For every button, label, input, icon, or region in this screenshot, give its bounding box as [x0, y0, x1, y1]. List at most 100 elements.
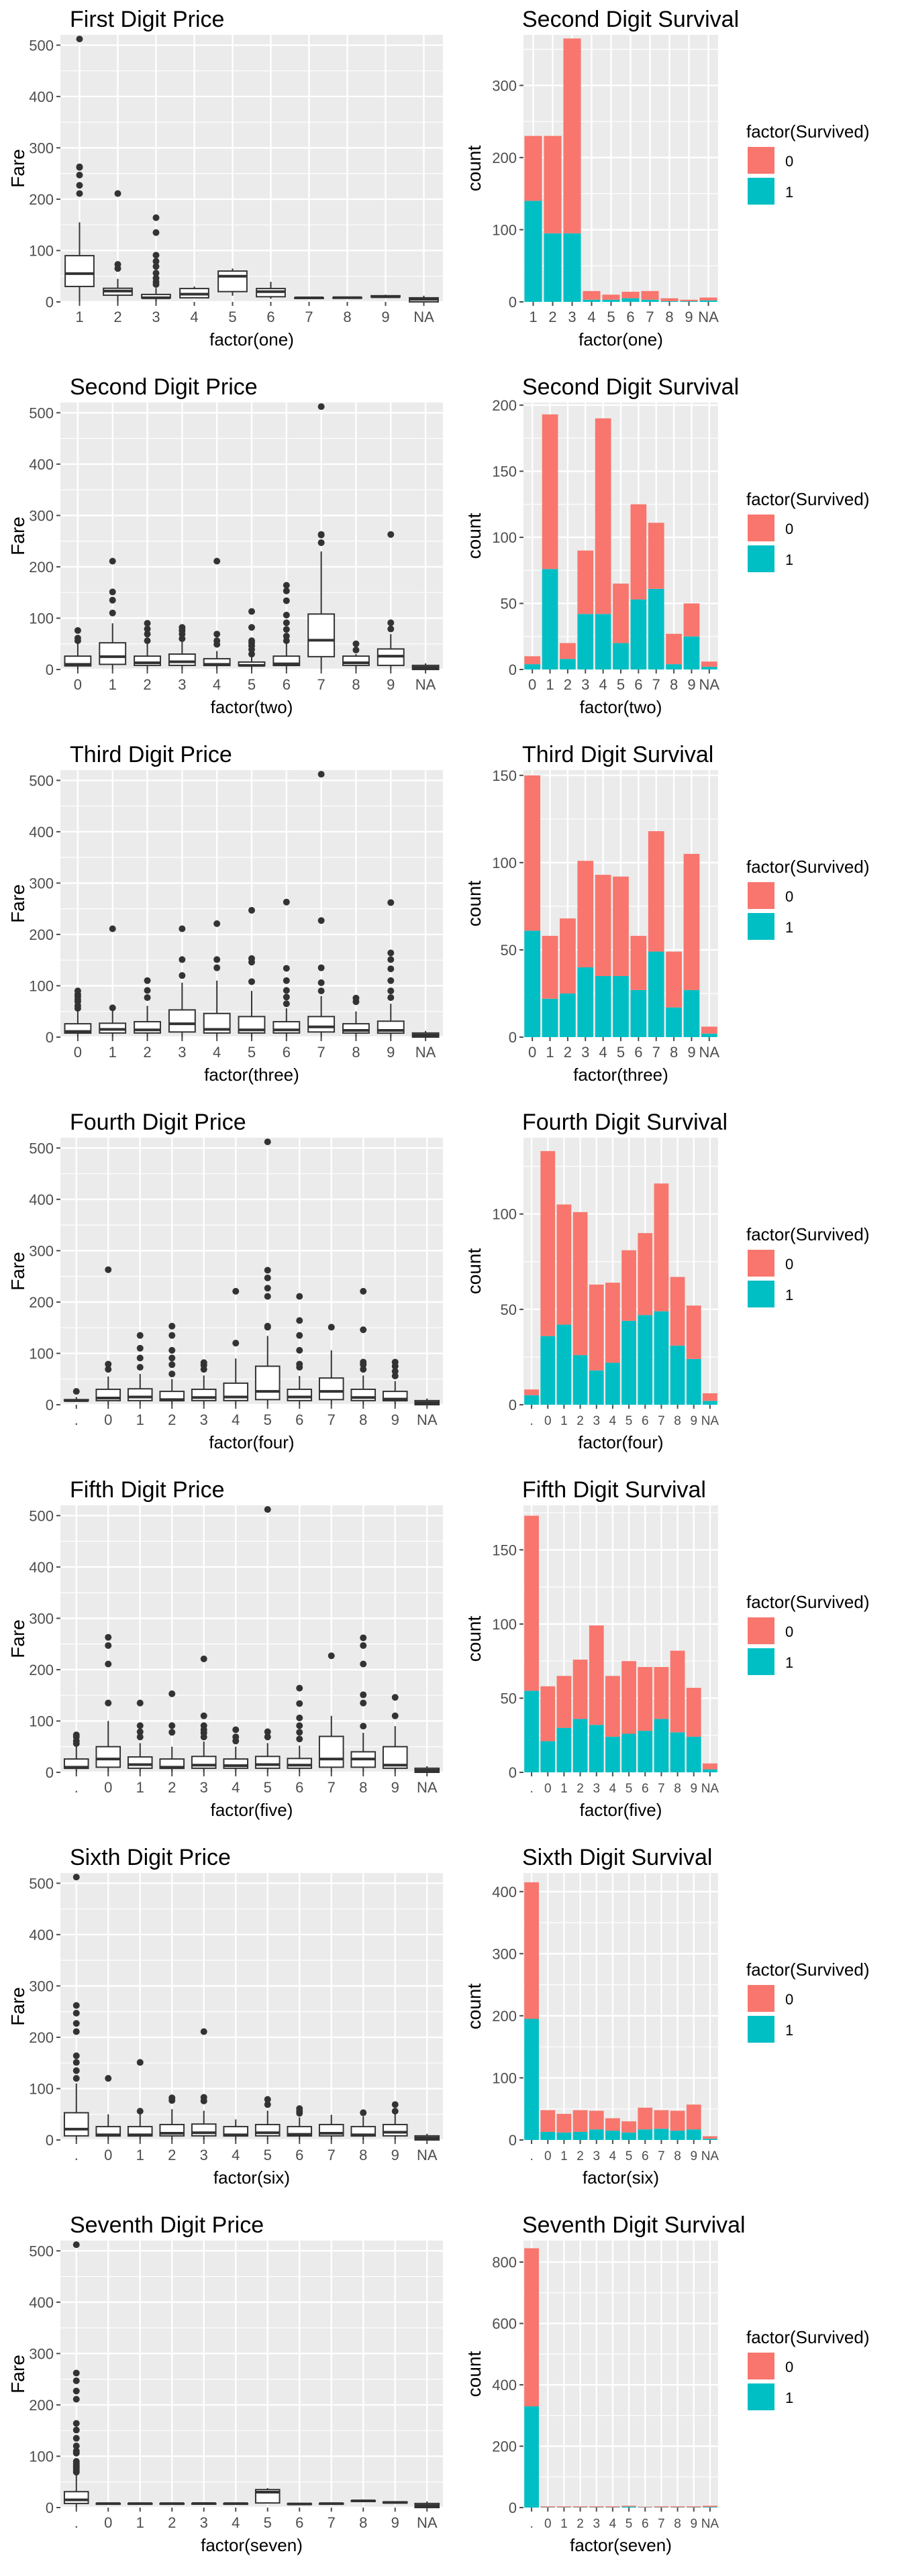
- y-tick-label: 0: [509, 2500, 517, 2516]
- y-tick-label: 300: [29, 1978, 54, 1994]
- x-tick-label: 0: [104, 2147, 112, 2163]
- box-8: [350, 2109, 377, 2140]
- box-iqr: [168, 1009, 196, 1033]
- x-tick-label: 8: [674, 2517, 681, 2531]
- bar-survived-1: [703, 2507, 717, 2508]
- outlier-point: [76, 36, 83, 43]
- box-NA: [409, 295, 439, 303]
- bar-survived-0: [638, 1667, 653, 1731]
- y-tick-label: 0: [509, 661, 517, 678]
- chart-12: Seventh Digit Price 0 100 200 300 400 500. 0 1 2 3…: [7, 2212, 443, 2555]
- bar-survived-0: [583, 290, 601, 300]
- x-tick-label: 9: [381, 309, 389, 325]
- box-4: [223, 1287, 249, 1405]
- bar-survived-0: [589, 2506, 604, 2508]
- plot-panel: [60, 1505, 443, 1772]
- chart-title: Fifth Digit Survival: [522, 1477, 706, 1503]
- chart-title: Second Digit Survival: [522, 7, 739, 32]
- bar-survived-1: [583, 299, 601, 302]
- y-axis-title: count: [464, 1984, 485, 2030]
- outlier-point: [387, 949, 395, 957]
- legend-swatch-0: [748, 882, 774, 909]
- bar-survived-0: [613, 876, 629, 976]
- box-iqr: [63, 2112, 89, 2137]
- outlier-point: [283, 637, 290, 645]
- outlier-point: [296, 2105, 303, 2112]
- x-tick-label: 6: [295, 1779, 303, 1796]
- x-tick-label: .: [530, 1414, 533, 1428]
- bar-survived-0: [540, 2110, 556, 2132]
- y-tick-label: 100: [29, 977, 54, 994]
- bar-survived-1: [648, 951, 664, 1037]
- x-tick-label: 3: [200, 2147, 208, 2163]
- bar-survived-0: [524, 1515, 539, 1691]
- bar-survived-1: [621, 298, 640, 302]
- outlier-point: [232, 1733, 240, 1741]
- x-tick-label: 5: [625, 1782, 633, 1796]
- bar-survived-1: [556, 2132, 572, 2140]
- bar-survived-1: [686, 2129, 701, 2140]
- legend-swatch-1: [748, 178, 774, 205]
- bar-survived-0: [701, 661, 717, 667]
- x-axis-title: factor(seven): [201, 2535, 303, 2555]
- x-tick-label: 5: [248, 1044, 256, 1061]
- y-tick-label: 50: [501, 1690, 517, 1707]
- bar-survived-1: [595, 614, 611, 669]
- outlier-point: [152, 214, 160, 221]
- bar-survived-1: [670, 1345, 685, 1405]
- box-8: [350, 1287, 377, 1405]
- legend-label-0: 0: [785, 1991, 793, 2008]
- bar-survived-1: [701, 667, 717, 669]
- x-tick-label: 0: [104, 1779, 112, 1796]
- x-tick-label: 2: [564, 676, 572, 693]
- y-axis-title: count: [464, 1616, 485, 1662]
- box-0: [95, 2075, 121, 2140]
- x-tick-label: 7: [317, 1044, 325, 1061]
- bar-survived-1: [648, 588, 664, 669]
- y-tick-label: 100: [29, 1713, 54, 1729]
- chart-title: Second Digit Price: [70, 374, 258, 400]
- outlier-point: [168, 2094, 176, 2102]
- x-tick-label: 1: [529, 309, 537, 325]
- y-tick-label: 200: [492, 397, 517, 414]
- plot-panel: [60, 1138, 443, 1405]
- bar-survived-0: [621, 1250, 636, 1321]
- plot-panel: [523, 1138, 718, 1405]
- bar-survived-1: [621, 1320, 636, 1405]
- y-tick-label: 0: [46, 1764, 54, 1781]
- box-8: [342, 994, 370, 1037]
- box-1: [99, 557, 127, 669]
- box-1: [127, 2502, 153, 2506]
- box-iqr: [254, 2124, 281, 2137]
- outlier-point: [387, 987, 395, 995]
- bar-survived-1: [613, 643, 629, 669]
- x-tick-label: 1: [560, 2149, 568, 2163]
- outlier-point: [76, 163, 83, 170]
- box-4: [179, 286, 209, 299]
- x-tick-label: 1: [75, 309, 83, 325]
- bar-survived-0: [654, 1667, 669, 1719]
- x-tick-label: NA: [417, 1411, 438, 1428]
- bar-survived-1: [572, 1355, 588, 1405]
- y-axis-title: count: [464, 2351, 485, 2398]
- outlier-point: [296, 1729, 303, 1736]
- x-axis-title: factor(four): [578, 1432, 663, 1452]
- x-tick-label: NA: [417, 2147, 438, 2163]
- y-tick-label: 100: [492, 855, 517, 871]
- outlier-point: [296, 1317, 303, 1324]
- outlier-point: [264, 1267, 271, 1274]
- outlier-point: [168, 1722, 176, 1729]
- x-tick-label: 0: [74, 676, 82, 693]
- outlier-point: [283, 1000, 290, 1008]
- outlier-point: [391, 1373, 399, 1380]
- bar-survived-1: [524, 1690, 539, 1772]
- box-iqr: [254, 1756, 281, 1769]
- bar-survived-1: [542, 569, 558, 669]
- outlier-point: [328, 1324, 335, 1331]
- plot-panel: [523, 1873, 718, 2140]
- bar-survived-1: [540, 1336, 556, 1405]
- outlier-point: [168, 1322, 176, 1330]
- x-tick-label: 2: [564, 1044, 572, 1061]
- outlier-point: [152, 270, 160, 277]
